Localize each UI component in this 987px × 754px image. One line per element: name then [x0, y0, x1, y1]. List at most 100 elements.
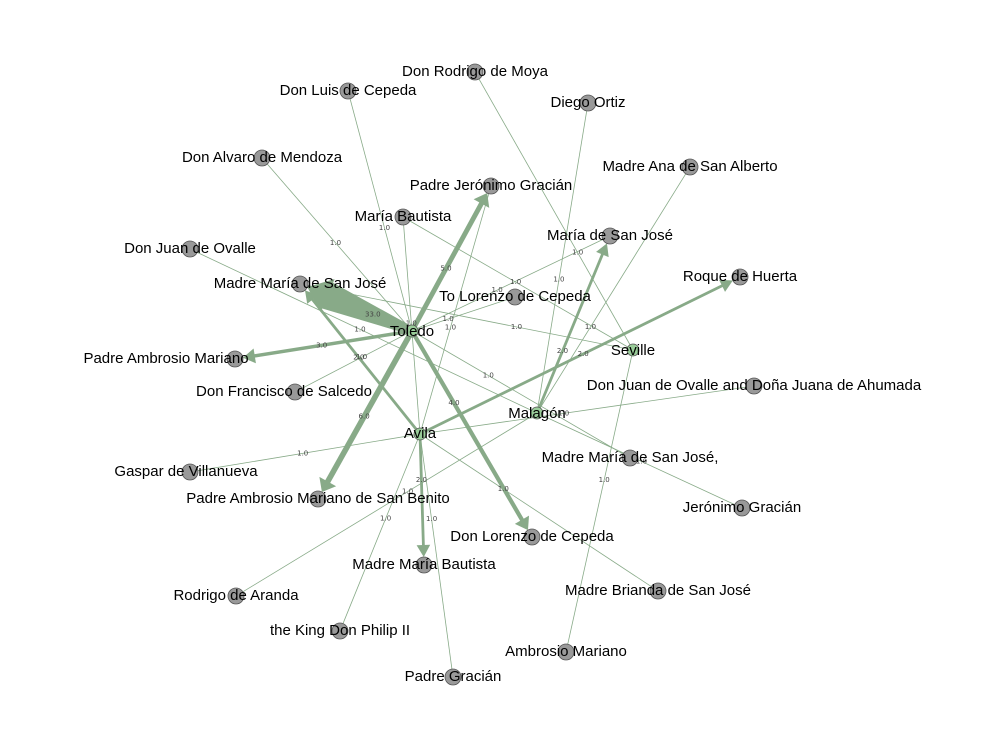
- node-padre_ambrosio[interactable]: [226, 350, 244, 368]
- edge-weight-label: 1.0: [380, 515, 391, 523]
- edge-weight-label: 1.0: [558, 409, 569, 417]
- edge-toledo-padre_ambrosio: [252, 329, 413, 358]
- node-label-maria_san_jose: María de San José: [547, 227, 673, 244]
- node-diego_ortiz[interactable]: [579, 94, 597, 112]
- edge-weight-label: 2.0: [353, 354, 364, 362]
- edge-avila-madre_brianda: [419, 433, 652, 587]
- node-francisco_salcedo[interactable]: [286, 383, 304, 401]
- node-alvaro_mendoza[interactable]: [253, 149, 271, 167]
- edge-weight-label: 2.0: [416, 476, 427, 484]
- node-toledo[interactable]: [405, 324, 419, 338]
- node-rodrigo_moya[interactable]: [466, 63, 484, 81]
- node-label-rodrigo_aranda: Rodrigo de Aranda: [173, 587, 299, 604]
- node-maria_san_jose[interactable]: [601, 227, 619, 245]
- node-juan_ovalle[interactable]: [181, 240, 199, 258]
- node-label-juan_ovalle_juana: Don Juan de Ovalle and Doña Juana de Ahu…: [587, 377, 922, 394]
- edge-weight-label: 1.0: [492, 286, 503, 294]
- edge-weight-label: 1.0: [356, 353, 367, 361]
- edge-weight-label: 1.0: [572, 249, 583, 257]
- edge-toledo-madre_maria_sj: [307, 279, 414, 335]
- nodes-layer: [181, 63, 763, 686]
- edge-weight-label: 1.0: [498, 485, 509, 493]
- node-padre_ambrosio_sb[interactable]: [309, 490, 327, 508]
- node-madre_maria_bautista[interactable]: [415, 556, 433, 574]
- edge-arrowhead-toledo-padre_jeronimo: [473, 193, 490, 208]
- node-label-juan_ovalle: Don Juan de Ovalle: [124, 240, 256, 257]
- node-rodrigo_aranda[interactable]: [227, 587, 245, 605]
- node-label-maria_bautista: María Bautista: [355, 208, 452, 225]
- edge-weight-label: 2.0: [557, 347, 568, 355]
- node-roque_huerta[interactable]: [731, 268, 749, 286]
- edge-seville-maria_bautista: [409, 220, 634, 351]
- node-madre_brianda[interactable]: [649, 582, 667, 600]
- node-label-seville: Seville: [611, 342, 655, 359]
- node-luis_cepeda[interactable]: [339, 82, 357, 100]
- node-label-madre_ana: Madre Ana de San Alberto: [602, 158, 777, 175]
- node-madre_maria_sj2[interactable]: [621, 449, 639, 467]
- node-label-padre_ambrosio_sb: Padre Ambrosio Mariano de San Benito: [186, 490, 450, 507]
- node-label-toledo: Toledo: [390, 323, 434, 340]
- node-seville[interactable]: [626, 343, 640, 357]
- edge-arrowhead-toledo-don_lorenzo: [514, 515, 530, 531]
- node-malagon[interactable]: [530, 406, 544, 420]
- node-label-malagon: Malagón: [508, 405, 566, 422]
- edge-weight-label: 2.0: [578, 350, 589, 358]
- node-madre_maria_sj[interactable]: [291, 275, 309, 293]
- node-ambrosio_mariano[interactable]: [557, 643, 575, 661]
- edge-arrowhead-avila-madre_maria_bautista: [416, 544, 431, 558]
- edge-toledo-maria_san_jose: [411, 239, 603, 332]
- edge-avila-gaspar: [197, 433, 421, 472]
- edge-weight-label: 1.0: [443, 315, 454, 323]
- edge-avila-king_philip: [342, 433, 421, 624]
- node-juan_ovalle_juana[interactable]: [745, 377, 763, 395]
- edge-weight-label: 1.0: [354, 325, 365, 333]
- edge-weight-label: 1.0: [599, 476, 610, 484]
- edge-weight-label: 5.0: [440, 265, 451, 273]
- node-label-madre_maria_sj: Madre María de San José: [214, 275, 387, 292]
- edge-weight-label: 3.0: [316, 341, 327, 349]
- labels-layer: Toledo Avila Malagón Seville Don Rodrigo de …: [83, 63, 921, 685]
- edge-arrowhead-malagon-maria_san_jose: [596, 243, 609, 258]
- node-label-gaspar: Gaspar de Villanueva: [114, 463, 258, 480]
- node-label-to_lorenzo: To Lorenzo de Cepeda: [439, 288, 591, 305]
- edge-avila-roque_huerta: [419, 283, 725, 436]
- edge-toledo-francisco_salcedo: [301, 330, 413, 389]
- node-madre_ana[interactable]: [681, 158, 699, 176]
- edge-malagon-madre_ana: [536, 173, 687, 414]
- node-label-diego_ortiz: Diego Ortiz: [550, 94, 625, 111]
- node-padre_jeronimo[interactable]: [482, 177, 500, 195]
- node-label-madre_brianda: Madre Brianda de San José: [565, 582, 751, 599]
- edge-arrowhead-avila-roque_huerta: [719, 279, 733, 292]
- node-don_lorenzo[interactable]: [523, 528, 541, 546]
- node-label-padre_jeronimo: Padre Jerónimo Gracián: [410, 177, 573, 194]
- node-label-ambrosio_mariano: Ambrosio Mariano: [505, 643, 627, 660]
- node-gaspar[interactable]: [181, 463, 199, 481]
- edge-toledo-padre_jeronimo: [409, 200, 485, 333]
- edge-malagon-rodrigo_aranda: [242, 412, 538, 593]
- node-label-luis_cepeda: Don Luis de Cepeda: [280, 82, 417, 99]
- edge-malagon-diego_ortiz: [536, 110, 588, 414]
- node-label-alvaro_mendoza: Don Alvaro de Mendoza: [182, 149, 343, 166]
- node-label-madre_maria_bautista: Madre María Bautista: [352, 556, 496, 573]
- edge-weight-label: 1.0: [426, 515, 437, 523]
- node-king_philip[interactable]: [331, 622, 349, 640]
- node-label-francisco_salcedo: Don Francisco de Salcedo: [196, 383, 372, 400]
- edge-arrowhead-toledo-padre_ambrosio: [242, 348, 256, 364]
- node-padre_gracian[interactable]: [444, 668, 462, 686]
- node-label-don_lorenzo: Don Lorenzo de Cepeda: [450, 528, 614, 545]
- edge-avila-madre_maria_bautista: [418, 433, 425, 548]
- edge-arrowhead-toledo-padre_ambrosio_sb: [319, 476, 337, 493]
- node-avila[interactable]: [413, 427, 427, 441]
- node-label-king_philip: the King Don Philip II: [270, 622, 410, 639]
- node-jeronimo_gracian[interactable]: [733, 499, 751, 517]
- edge-toledo-padre_ambrosio_sb: [324, 329, 415, 485]
- node-maria_bautista[interactable]: [394, 208, 412, 226]
- edge-seville-rodrigo_moya: [478, 78, 634, 351]
- edge-malagon-juan_ovalle: [197, 252, 538, 414]
- edge-avila-madre_maria_sj: [310, 297, 422, 435]
- edge-weight-label: 1.0: [510, 278, 521, 286]
- node-to_lorenzo[interactable]: [506, 288, 524, 306]
- edge-weight-label: 1.0: [297, 449, 308, 457]
